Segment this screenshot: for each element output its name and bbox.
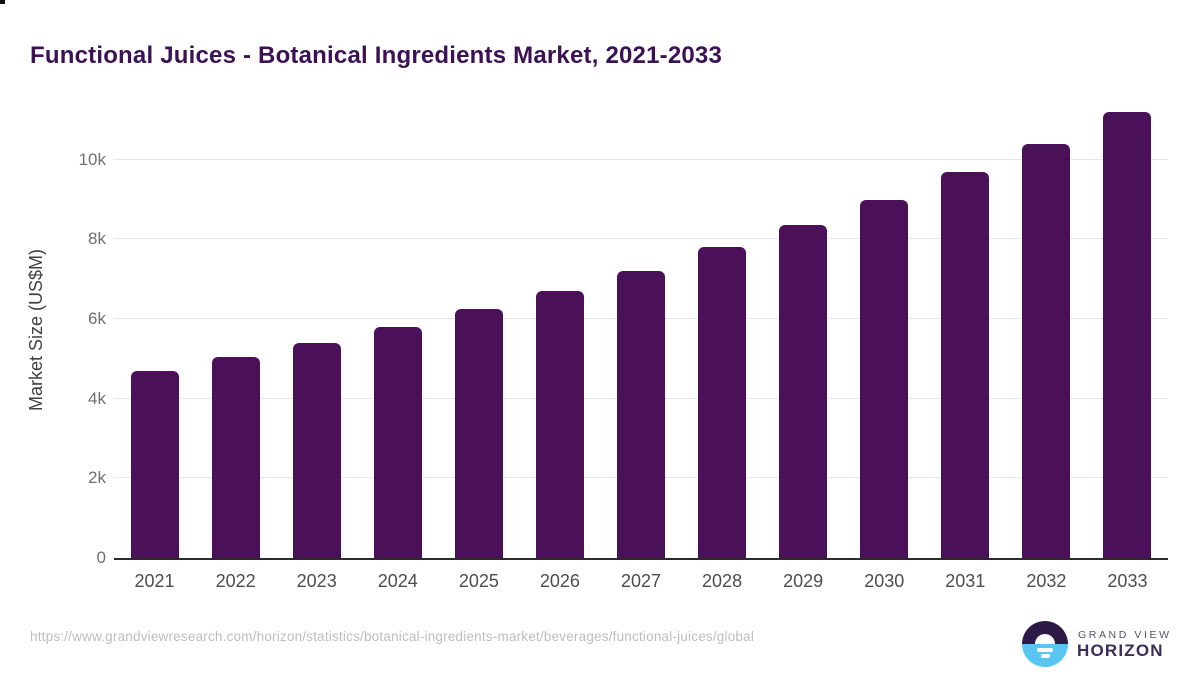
x-tick-label-2027: 2027 (620, 571, 662, 591)
logo-brand-name: GRAND VIEW (1078, 629, 1172, 641)
logo-reflection-stripe (1037, 648, 1053, 652)
logo-product-name: HORIZON (1077, 641, 1164, 660)
chart-title: Functional Juices - Botanical Ingredient… (30, 42, 723, 70)
bar-2028 (698, 247, 747, 558)
x-tick-label-2030: 2030 (864, 571, 905, 591)
bar-2032 (1022, 143, 1071, 558)
x-tick-label-2022: 2022 (215, 571, 256, 591)
gridline-10k (114, 158, 1168, 160)
x-tick-label-2023: 2023 (296, 571, 337, 591)
x-tick-label-2032: 2032 (1026, 571, 1067, 591)
x-tick-label-2024: 2024 (377, 571, 418, 591)
y-tick-label-6k: 6k (88, 309, 106, 329)
y-tick-label-0: 0 (96, 548, 106, 567)
bar-2025 (454, 309, 503, 558)
logo-dark-half (1022, 621, 1068, 644)
y-tick-label-8k: 8k (88, 229, 106, 249)
bar-2029 (779, 225, 828, 558)
x-tick-label-2029: 2029 (783, 571, 824, 591)
logo-reflection-stripe (1040, 654, 1050, 658)
bar-2026 (535, 291, 584, 558)
y-axis-title: Market Size (US$M) (26, 248, 46, 412)
bar-2031 (941, 171, 990, 558)
grand-view-horizon-logo: GRAND VIEW HORIZON (1022, 620, 1172, 668)
y-tick-label-2k: 2k (88, 468, 106, 488)
screenshot-corner-artifact (0, 0, 5, 4)
bar-chart-plot-area (114, 98, 1168, 560)
bar-2024 (373, 327, 422, 558)
source-url: https://www.grandviewresearch.com/horizo… (30, 629, 755, 644)
gridline-8k (114, 238, 1168, 240)
x-tick-label-2033: 2033 (1107, 571, 1148, 591)
bar-2021 (130, 370, 179, 558)
bar-2030 (860, 199, 909, 558)
x-tick-label-2026: 2026 (539, 571, 580, 591)
logo-sun-dome (1035, 634, 1055, 644)
y-tick-label-10k: 10k (78, 149, 106, 169)
x-tick-label-2031: 2031 (945, 571, 986, 591)
horizon-sun-icon (1022, 621, 1068, 667)
bar-2023 (292, 342, 341, 558)
x-tick-label-2021: 2021 (134, 571, 175, 591)
y-tick-label-4k: 4k (88, 388, 106, 408)
x-tick-label-2028: 2028 (702, 571, 743, 591)
bar-2022 (211, 356, 260, 558)
bar-2033 (1103, 111, 1152, 558)
bar-2027 (617, 271, 665, 558)
x-tick-label-2025: 2025 (458, 571, 499, 591)
